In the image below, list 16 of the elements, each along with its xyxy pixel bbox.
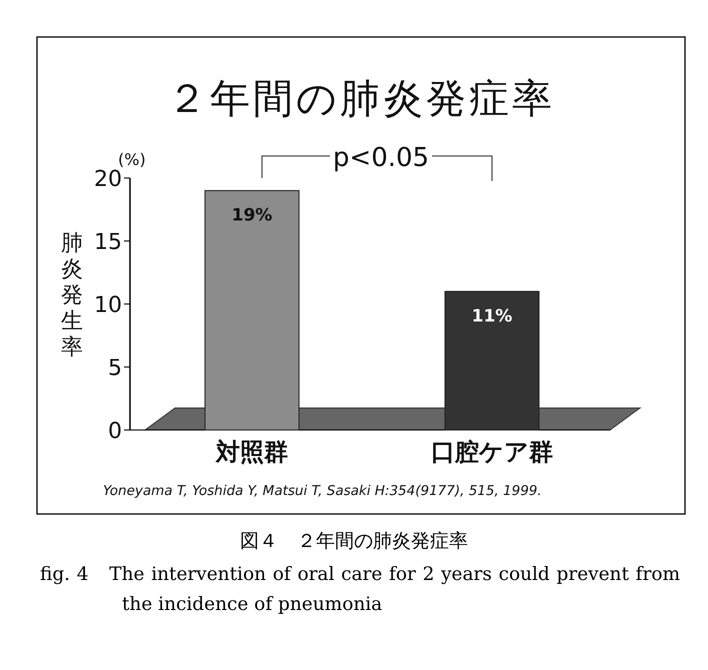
- y-tick-label: 20: [94, 167, 122, 192]
- y-tick-label: 10: [94, 293, 122, 318]
- y-axis-title: 肺炎発生率: [61, 231, 83, 360]
- caption: 図４ ２年間の肺炎発症率: [239, 529, 469, 554]
- data-label: 19%: [232, 206, 272, 226]
- caption: fig. 4 The intervention of oral care for 2 years could prevent from the incidence of pneumonia: [40, 563, 680, 617]
- text: (%): [118, 150, 146, 169]
- text: Yoneyama T, Yoshida Y, Matsui T, Sasaki H:354(9177), 515, 1999.: [103, 483, 542, 499]
- x-tick-label: 対照群: [215, 438, 288, 466]
- chart-title: ２年間の肺炎発症率: [167, 76, 555, 122]
- y-tick-label: 5: [108, 356, 122, 381]
- y-tick-label: 0: [108, 419, 122, 444]
- y-tick-label: 15: [94, 230, 122, 255]
- text: p<0.05: [332, 143, 430, 173]
- data-label: 11%: [472, 306, 512, 326]
- x-tick-label: 口腔ケア群: [431, 438, 553, 466]
